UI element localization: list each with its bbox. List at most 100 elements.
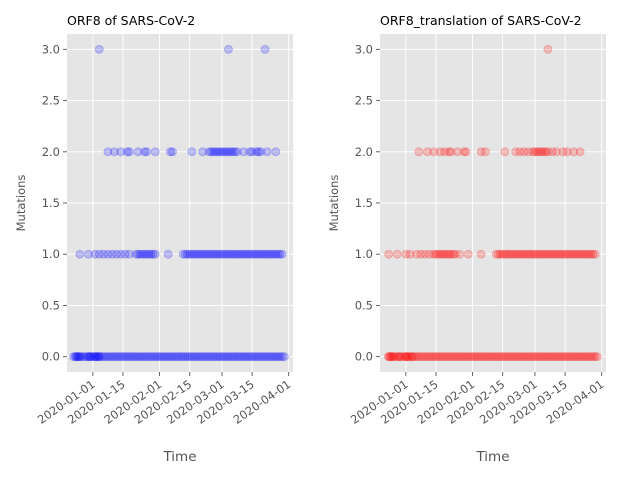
data-point — [407, 352, 417, 362]
data-point — [211, 147, 221, 157]
data-point — [442, 352, 452, 362]
data-point — [539, 249, 549, 259]
data-point — [532, 249, 542, 259]
data-point — [170, 352, 180, 362]
data-point — [178, 352, 188, 362]
data-point — [502, 352, 512, 362]
data-point — [429, 147, 439, 157]
data-point — [577, 352, 587, 362]
data-point — [515, 147, 525, 157]
data-point — [455, 352, 465, 362]
data-point — [478, 352, 488, 362]
data-point — [450, 249, 460, 259]
data-point — [491, 352, 501, 362]
data-point — [524, 352, 534, 362]
data-point — [511, 249, 521, 259]
data-point — [485, 352, 495, 362]
data-point — [217, 352, 227, 362]
data-point — [206, 352, 216, 362]
data-point — [474, 352, 484, 362]
y-tick-label: 1.0 — [355, 247, 373, 261]
data-point — [167, 352, 177, 362]
data-point — [262, 352, 272, 362]
data-point — [223, 44, 233, 54]
data-point — [541, 147, 551, 157]
data-point — [219, 147, 229, 157]
data-point — [116, 147, 126, 157]
data-point — [127, 352, 137, 362]
data-point — [394, 352, 404, 362]
data-point — [172, 352, 182, 362]
data-point — [388, 352, 398, 362]
data-point — [403, 352, 413, 362]
data-point — [405, 352, 415, 362]
data-point — [534, 249, 544, 259]
data-point — [463, 249, 473, 259]
data-point — [524, 249, 534, 259]
data-point — [504, 249, 514, 259]
data-point — [500, 249, 510, 259]
data-point — [468, 352, 478, 362]
data-point — [258, 352, 268, 362]
data-point — [543, 249, 553, 259]
data-point — [159, 352, 169, 362]
data-point — [92, 352, 102, 362]
data-point — [266, 249, 276, 259]
data-point — [163, 249, 173, 259]
data-point — [163, 352, 173, 362]
data-point — [109, 147, 119, 157]
data-point — [384, 352, 394, 362]
data-point — [245, 352, 255, 362]
data-point — [573, 352, 583, 362]
data-point — [476, 249, 486, 259]
data-point — [213, 147, 223, 157]
data-point — [185, 249, 195, 259]
data-point — [536, 147, 546, 157]
data-point — [99, 352, 109, 362]
data-point — [204, 352, 214, 362]
data-point — [519, 352, 529, 362]
data-point — [122, 352, 132, 362]
data-point — [459, 147, 469, 157]
data-point — [504, 352, 514, 362]
data-point — [211, 249, 221, 259]
data-point — [405, 249, 415, 259]
data-point — [226, 352, 236, 362]
data-point — [68, 352, 78, 362]
y-tick-label: 1.0 — [42, 247, 60, 261]
data-point — [511, 352, 521, 362]
data-point — [435, 249, 445, 259]
data-point — [118, 352, 128, 362]
data-point — [459, 352, 469, 362]
data-point — [452, 147, 462, 157]
data-point — [155, 352, 165, 362]
data-point — [219, 249, 229, 259]
data-point — [440, 147, 450, 157]
data-point — [496, 352, 506, 362]
data-point — [528, 352, 538, 362]
data-point — [506, 352, 516, 362]
data-point — [394, 352, 404, 362]
data-point — [107, 352, 117, 362]
data-point — [215, 147, 225, 157]
data-point — [450, 352, 460, 362]
data-point — [442, 249, 452, 259]
data-point — [112, 249, 121, 259]
data-point — [94, 249, 104, 259]
data-point — [446, 147, 456, 157]
data-point — [534, 352, 544, 362]
data-point — [195, 352, 205, 362]
data-point — [536, 352, 546, 362]
data-point — [236, 249, 246, 259]
data-point — [103, 352, 113, 362]
data-point — [152, 352, 162, 362]
data-point — [506, 249, 516, 259]
data-point — [384, 352, 394, 362]
data-point — [193, 249, 203, 259]
data-point — [256, 249, 266, 259]
data-point — [135, 352, 145, 362]
data-point — [88, 352, 98, 362]
data-point — [562, 147, 572, 157]
data-point — [500, 352, 510, 362]
